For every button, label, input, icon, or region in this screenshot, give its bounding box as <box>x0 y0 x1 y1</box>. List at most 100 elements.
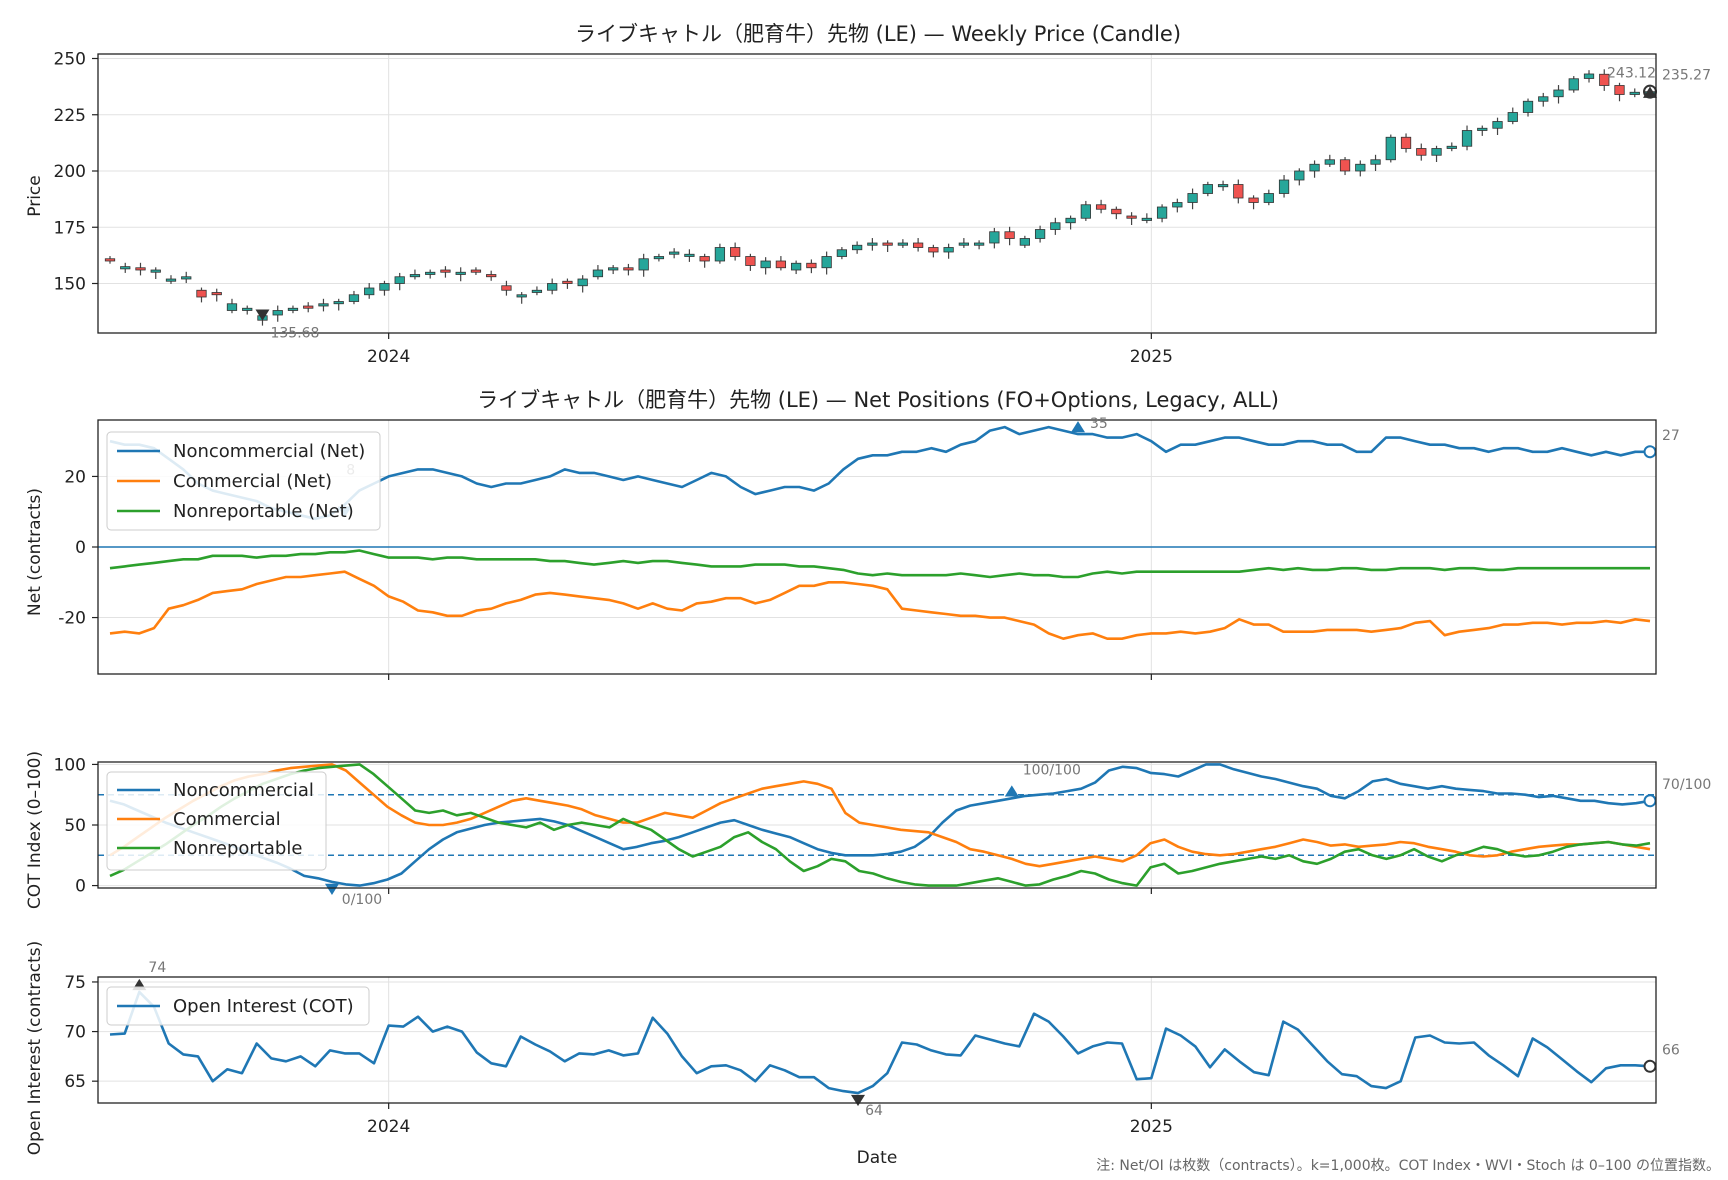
candle-body <box>470 269 482 273</box>
candle <box>379 280 390 296</box>
price-title: ライブキャトル（肥育牛）先物 (LE) — Weekly Price (Cand… <box>575 22 1181 46</box>
candle <box>928 244 939 258</box>
candle <box>821 251 832 275</box>
candle-body <box>1156 206 1168 219</box>
candle-body <box>836 249 848 257</box>
candle-body <box>1278 179 1290 194</box>
candle <box>730 242 741 261</box>
candle <box>1583 70 1595 83</box>
candle-body <box>714 247 726 262</box>
min-marker <box>851 1094 865 1107</box>
candle-body <box>409 274 421 278</box>
candle <box>1355 160 1366 177</box>
cot-legend: Noncommercial Commercial Nonreportable <box>106 771 327 871</box>
candle <box>684 249 695 262</box>
candle <box>501 280 512 296</box>
candle <box>425 269 436 279</box>
candle-body <box>165 278 177 282</box>
net-ylabel: Net (contracts) <box>25 488 45 616</box>
candle <box>943 243 954 259</box>
candle-body <box>150 269 161 273</box>
candle <box>440 266 451 278</box>
oi-min-label: 64 <box>865 1103 883 1119</box>
candle-body <box>1492 121 1503 129</box>
cot-lines <box>98 763 1657 895</box>
candle-body <box>364 287 375 296</box>
xtick-label: 2025 <box>1130 1117 1173 1137</box>
xtick-label: 2025 <box>1130 347 1173 367</box>
ytick-label: 0 <box>75 877 86 897</box>
candle <box>1172 198 1183 213</box>
candle-body <box>1355 163 1366 172</box>
candle <box>1324 154 1335 167</box>
candle-body <box>806 262 817 269</box>
candle <box>547 278 558 295</box>
candle-body <box>1507 112 1518 122</box>
candle <box>1385 134 1396 163</box>
candle <box>562 278 573 289</box>
candle-body <box>1553 89 1564 98</box>
cot-legend-box <box>106 771 327 871</box>
candle-body <box>653 256 665 260</box>
candle-body <box>1583 73 1595 79</box>
candle-body <box>562 280 573 284</box>
candle-body <box>577 278 588 287</box>
candle <box>638 253 649 277</box>
candle <box>791 260 802 275</box>
price-max-label: 243.12 <box>1607 66 1656 82</box>
candle <box>1019 235 1030 248</box>
candle-body <box>1263 193 1274 203</box>
ytick-label: 50 <box>64 816 86 836</box>
candle <box>1599 69 1610 91</box>
xtick-label: 2024 <box>367 1117 410 1137</box>
candle-body <box>989 231 1000 244</box>
ytick-label: 75 <box>64 973 86 993</box>
candle <box>516 292 527 304</box>
candle-body <box>958 242 969 246</box>
cot-frame <box>97 761 1657 889</box>
candle-body <box>1050 222 1061 230</box>
candle <box>623 263 634 276</box>
ytick-label: 250 <box>54 50 86 70</box>
candle <box>775 256 787 271</box>
candle-body <box>455 271 466 275</box>
candle-body <box>501 285 512 291</box>
candle <box>867 238 878 251</box>
candle <box>1278 175 1290 198</box>
candle-body <box>1065 217 1076 224</box>
candle-body <box>1324 159 1335 165</box>
candle <box>1416 143 1427 161</box>
candle <box>653 253 665 262</box>
oi-last-label: 66 <box>1662 1042 1680 1058</box>
candle <box>897 239 908 248</box>
price-last-label: 235.27 <box>1662 68 1711 84</box>
cot-panel: COT Index (0–100) 0 50 100 0/100 100/100 7… <box>25 751 1711 909</box>
candle-body <box>592 269 604 278</box>
candle <box>181 271 192 284</box>
candle-body <box>318 303 329 307</box>
cot-legend-label-nonreportable: Nonreportable <box>173 838 302 859</box>
candle-body <box>1568 78 1579 91</box>
candle-body <box>1034 229 1046 239</box>
candle-body <box>897 242 908 246</box>
candle-body <box>745 256 756 266</box>
candle <box>745 253 756 271</box>
candle-body <box>1461 130 1473 147</box>
candle-body <box>1431 148 1442 156</box>
candle <box>1065 215 1076 230</box>
candle-body <box>1202 184 1213 194</box>
candle-body <box>547 283 558 291</box>
net-max-label: 35 <box>1090 416 1108 432</box>
candle <box>1080 200 1091 221</box>
candle-body <box>1126 215 1137 219</box>
candle <box>1553 85 1564 104</box>
candle-body <box>196 289 207 298</box>
legend-label-nonreportable: Nonreportable (Net) <box>173 501 354 522</box>
candle <box>714 243 726 264</box>
candle-body <box>1004 231 1015 239</box>
ytick-label: 65 <box>64 1072 86 1092</box>
net-panel: ライブキャトル（肥育牛）先物 (LE) — Net Positions (FO+… <box>25 388 1680 680</box>
cot-last-label: 70/100 <box>1662 777 1711 793</box>
candle-body <box>135 267 146 271</box>
series-line-commercial <box>109 570 1651 641</box>
